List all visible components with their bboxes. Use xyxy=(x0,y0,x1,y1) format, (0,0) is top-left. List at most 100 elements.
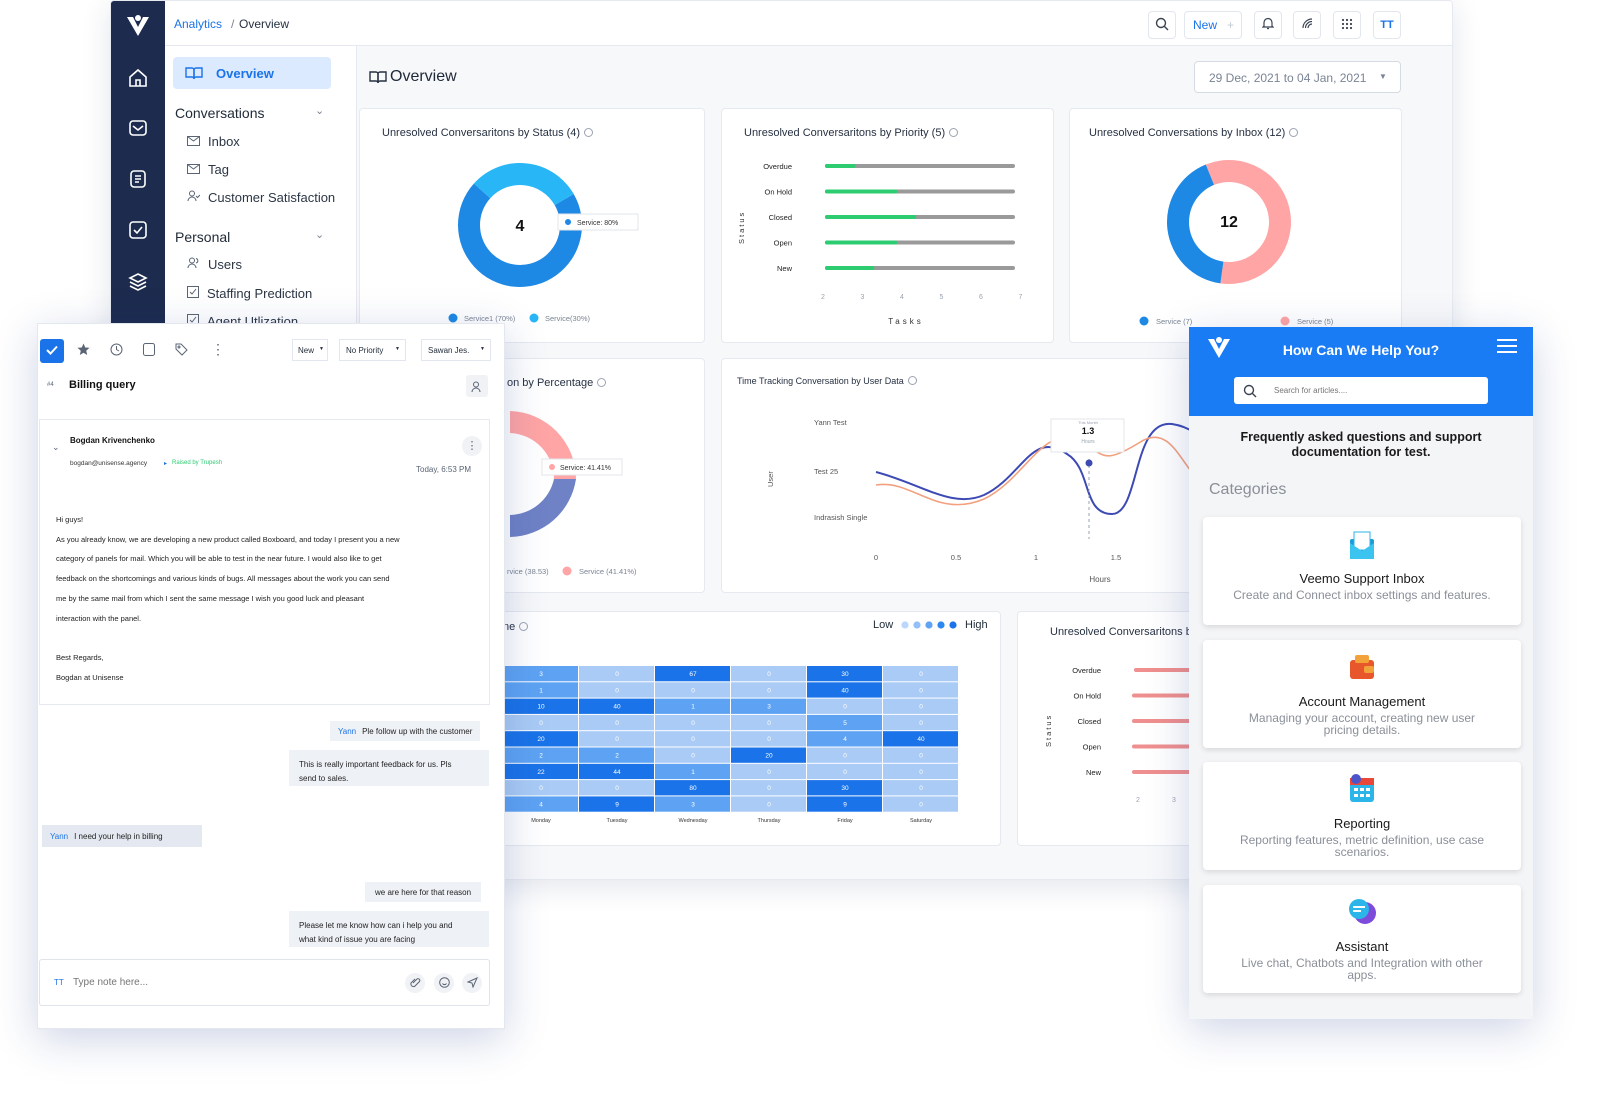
category-title: Account Management xyxy=(1298,694,1426,709)
tag-icon[interactable] xyxy=(175,343,188,361)
breadcrumb-current: Overview xyxy=(239,17,290,31)
tooltip-value: 1.3 xyxy=(1082,426,1095,436)
help-header: How Can We Help You? xyxy=(1189,327,1533,416)
x-tick-label: Tuesday xyxy=(607,818,628,824)
notifications-button[interactable] xyxy=(1254,11,1282,39)
heatmap-value: 4 xyxy=(843,736,847,743)
heatmap-value: 3 xyxy=(767,704,771,711)
category-card-reporting[interactable]: Reporting Reporting features, metric def… xyxy=(1203,762,1521,870)
info-icon[interactable] xyxy=(597,378,607,387)
email-line: Best Regards, xyxy=(56,652,104,662)
clock-icon[interactable] xyxy=(110,343,123,361)
note-icon[interactable] xyxy=(143,343,155,361)
category-card-assistant[interactable]: Assistant Live chat, Chatbots and Integr… xyxy=(1203,885,1521,993)
note-input[interactable] xyxy=(73,972,393,992)
heatmap-cell xyxy=(503,714,578,731)
category-card-account-management[interactable]: Account Management Managing your account… xyxy=(1203,640,1521,748)
category-label: Open xyxy=(774,239,792,248)
heatmap-cell xyxy=(579,747,654,763)
info-icon[interactable] xyxy=(949,128,959,137)
category-card-support-inbox[interactable]: Veemo Support Inbox Create and Connect i… xyxy=(1203,517,1521,625)
send-icon[interactable] xyxy=(462,973,482,993)
heatmap-cell xyxy=(655,682,730,698)
home-icon[interactable] xyxy=(123,63,153,93)
donut-slice xyxy=(473,162,574,205)
category-description: Create and Connect inbox settings and fe… xyxy=(1233,588,1491,602)
info-icon[interactable] xyxy=(584,128,594,137)
more-vertical-icon[interactable]: ⋮ xyxy=(462,436,482,456)
categories-heading: Categories xyxy=(1209,481,1287,498)
emoji-icon[interactable] xyxy=(434,973,454,993)
search-button[interactable] xyxy=(1148,11,1176,39)
info-icon[interactable] xyxy=(1289,128,1299,137)
series-line-orange xyxy=(875,436,1202,506)
category-description: Reporting features, metric definition, u… xyxy=(1239,833,1485,859)
nav-customer-satisfaction[interactable]: Customer Satisfaction xyxy=(187,190,335,205)
assignee-dropdown[interactable]: Sawan Jes. ▼ xyxy=(421,339,491,361)
heatmap-cell xyxy=(883,714,958,731)
nav-staffing-prediction[interactable]: Staffing Prediction xyxy=(187,286,312,301)
nav-users[interactable]: Users xyxy=(187,257,242,272)
heatmap-cell xyxy=(883,747,958,763)
legend-dot xyxy=(1139,316,1149,326)
note-composer: TT xyxy=(39,959,490,1006)
help-search-box[interactable] xyxy=(1234,377,1488,404)
bar-value xyxy=(825,189,898,194)
heatmap-value: 80 xyxy=(689,785,697,792)
email-line: Bogdan at Unisense xyxy=(56,672,124,682)
date-range-picker[interactable]: 29 Dec, 2021 to 04 Jan, 2021 ▼ xyxy=(1194,61,1401,93)
apps-button[interactable] xyxy=(1333,11,1361,39)
info-icon[interactable] xyxy=(519,622,529,631)
nav-group-personal[interactable]: Personal xyxy=(175,229,231,245)
help-search-input[interactable] xyxy=(1274,383,1474,398)
assign-user-button[interactable] xyxy=(466,375,488,397)
info-icon[interactable] xyxy=(907,376,917,385)
status-dropdown[interactable]: New ▼ xyxy=(292,339,328,361)
x-tick-label: Wednesday xyxy=(679,818,708,824)
heatmap-value: 0 xyxy=(615,671,619,678)
heatmap-value: 0 xyxy=(919,753,923,760)
heatmap-cell xyxy=(503,698,578,714)
category-title: Reporting xyxy=(1333,816,1391,831)
chat-text: This is really important feedback for us… xyxy=(299,760,452,769)
heatmap-cell xyxy=(731,698,806,714)
collapse-chevron-icon[interactable]: ⌄ xyxy=(52,442,60,452)
document-icon[interactable] xyxy=(123,164,153,194)
chat-text: what kind of issue you are facing xyxy=(299,935,416,944)
heatmap-value: 1 xyxy=(539,687,543,694)
donut-slice xyxy=(1167,164,1224,284)
signal-icon xyxy=(1301,17,1314,33)
breadcrumb-analytics[interactable]: Analytics xyxy=(174,17,223,31)
donut-slice xyxy=(1205,160,1291,284)
category-label: On Hold xyxy=(1073,692,1101,701)
help-intro: Frequently asked questions and support d… xyxy=(1240,430,1482,459)
heatmap-cell xyxy=(807,731,882,747)
user-avatar[interactable]: TT xyxy=(1373,11,1401,39)
new-button[interactable]: New + xyxy=(1184,11,1242,39)
book-icon xyxy=(185,66,203,85)
legend-label: Service (5) xyxy=(1297,317,1334,326)
attach-icon[interactable] xyxy=(405,973,425,993)
nav-inbox[interactable]: Inbox xyxy=(187,134,240,149)
heatmap-value: 0 xyxy=(919,785,923,792)
nav-group-conversations[interactable]: Conversations xyxy=(175,105,265,121)
star-icon[interactable] xyxy=(77,343,90,361)
nav-tag[interactable]: Tag xyxy=(187,162,229,177)
layers-icon[interactable] xyxy=(123,267,153,297)
chat-bubble-outgoing: This is really important feedback for us… xyxy=(289,750,489,786)
legend-label: Service(30%) xyxy=(545,314,591,323)
inbox-icon[interactable] xyxy=(123,113,153,143)
sender-email: bogdan@unisense.agency xyxy=(70,460,148,467)
chat-author: Yann xyxy=(50,832,69,841)
task-check-icon[interactable] xyxy=(123,215,153,245)
select-checkbox[interactable] xyxy=(40,339,64,363)
raised-by: Raised by Trupesh xyxy=(172,460,223,466)
more-vertical-icon[interactable]: ⋮ xyxy=(211,341,225,357)
hamburger-menu-icon[interactable] xyxy=(1496,338,1518,359)
logo-icon[interactable] xyxy=(123,11,153,41)
nav-overview[interactable]: Overview xyxy=(173,57,331,89)
broadcast-button[interactable] xyxy=(1293,11,1321,39)
chevron-down-icon[interactable]: ⌄ xyxy=(315,105,325,117)
chevron-down-icon[interactable]: ⌄ xyxy=(315,229,325,241)
priority-dropdown[interactable]: No Priority ▼ xyxy=(339,339,406,361)
